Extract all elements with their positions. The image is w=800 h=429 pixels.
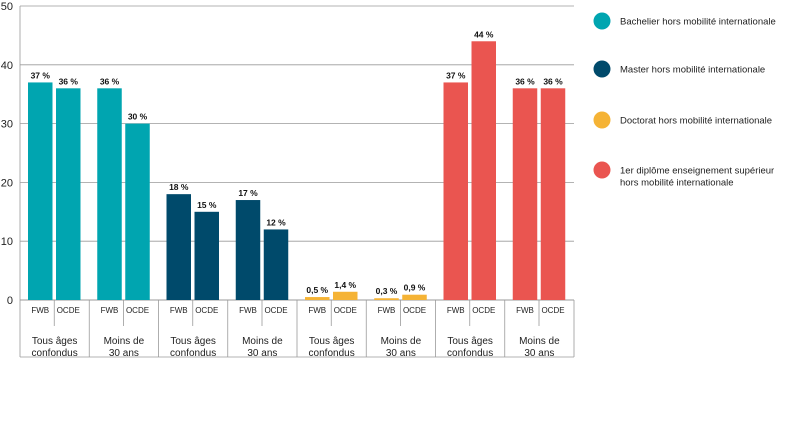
x-category-label: FWB bbox=[170, 306, 188, 315]
x-group-label: confondus bbox=[447, 348, 493, 359]
data-label: 36 % bbox=[543, 76, 563, 86]
x-category-label: FWB bbox=[101, 306, 119, 315]
x-group-label: 30 ans bbox=[524, 348, 554, 359]
legend-label: Doctorat hors mobilité internationale bbox=[620, 116, 772, 127]
x-category-label: FWB bbox=[239, 306, 257, 315]
legend-marker bbox=[593, 60, 611, 78]
x-category-label: FWB bbox=[308, 306, 326, 315]
x-group-label: 30 ans bbox=[386, 348, 416, 359]
data-label: 1,4 % bbox=[334, 280, 356, 290]
x-category-label: FWB bbox=[447, 306, 465, 315]
data-label: 30 % bbox=[128, 112, 148, 122]
x-category-label: OCDE bbox=[472, 306, 495, 315]
x-group-label: Tous âges bbox=[32, 336, 78, 347]
x-category-label: FWB bbox=[378, 306, 396, 315]
bar bbox=[512, 88, 538, 300]
x-group-label: confondus bbox=[170, 348, 216, 359]
y-tick-label: 20 bbox=[1, 177, 13, 189]
x-group-label: Moins de bbox=[519, 336, 560, 347]
data-label: 12 % bbox=[266, 217, 286, 227]
data-label: 0,5 % bbox=[306, 285, 328, 295]
data-label: 18 % bbox=[169, 182, 189, 192]
x-category-label: OCDE bbox=[126, 306, 149, 315]
x-group-label: confondus bbox=[309, 348, 355, 359]
bar bbox=[56, 88, 81, 300]
legend-label: Bachelier hors mobilité internationale bbox=[620, 17, 776, 28]
data-label: 15 % bbox=[197, 200, 217, 210]
data-label: 36 % bbox=[515, 76, 535, 86]
bar bbox=[28, 82, 53, 300]
x-category-label: OCDE bbox=[334, 306, 357, 315]
legend-label: hors mobilité internationale bbox=[620, 178, 734, 189]
x-category-label: FWB bbox=[31, 306, 49, 315]
x-group-label: Moins de bbox=[381, 336, 422, 347]
data-label: 36 % bbox=[100, 76, 120, 86]
legend-marker bbox=[593, 12, 611, 30]
x-category-label: FWB bbox=[516, 306, 534, 315]
x-category-label: OCDE bbox=[403, 306, 426, 315]
y-tick-label: 30 bbox=[1, 119, 13, 131]
bar bbox=[194, 211, 219, 300]
bar bbox=[402, 294, 427, 300]
bar bbox=[235, 200, 261, 300]
legend-marker bbox=[593, 111, 611, 129]
x-group-label: Tous âges bbox=[309, 336, 355, 347]
bar bbox=[305, 297, 330, 300]
data-label: 0,3 % bbox=[376, 286, 398, 296]
x-group-label: Tous âges bbox=[447, 336, 493, 347]
y-tick-label: 0 bbox=[7, 295, 13, 307]
data-label: 36 % bbox=[59, 76, 79, 86]
x-group-label: 30 ans bbox=[247, 348, 277, 359]
legend-marker bbox=[593, 161, 611, 179]
y-tick-label: 40 bbox=[1, 60, 13, 72]
x-group-label: Moins de bbox=[104, 336, 145, 347]
bar bbox=[471, 41, 496, 300]
legend-label: Master hors mobilité internationale bbox=[620, 65, 765, 76]
x-group-label: confondus bbox=[32, 348, 78, 359]
x-category-label: OCDE bbox=[541, 306, 564, 315]
bar bbox=[97, 88, 122, 300]
bar bbox=[333, 291, 358, 300]
y-tick-label: 50 bbox=[1, 1, 13, 13]
bar bbox=[263, 229, 289, 300]
bar bbox=[125, 123, 150, 300]
x-group-label: Tous âges bbox=[170, 336, 216, 347]
x-group-label: 30 ans bbox=[109, 348, 139, 359]
x-category-label: OCDE bbox=[264, 306, 287, 315]
y-tick-label: 10 bbox=[1, 236, 13, 248]
data-label: 37 % bbox=[31, 70, 51, 80]
data-label: 37 % bbox=[446, 70, 466, 80]
bar bbox=[540, 88, 566, 300]
bar bbox=[166, 194, 191, 300]
data-label: 17 % bbox=[238, 188, 258, 198]
x-category-label: OCDE bbox=[195, 306, 218, 315]
bar bbox=[443, 82, 468, 300]
x-group-label: Moins de bbox=[242, 336, 283, 347]
legend-label: 1er diplôme enseignement supérieur bbox=[620, 166, 774, 177]
data-label: 0,9 % bbox=[404, 283, 426, 293]
x-category-label: OCDE bbox=[57, 306, 80, 315]
bar bbox=[374, 298, 399, 300]
data-label: 44 % bbox=[474, 29, 494, 39]
